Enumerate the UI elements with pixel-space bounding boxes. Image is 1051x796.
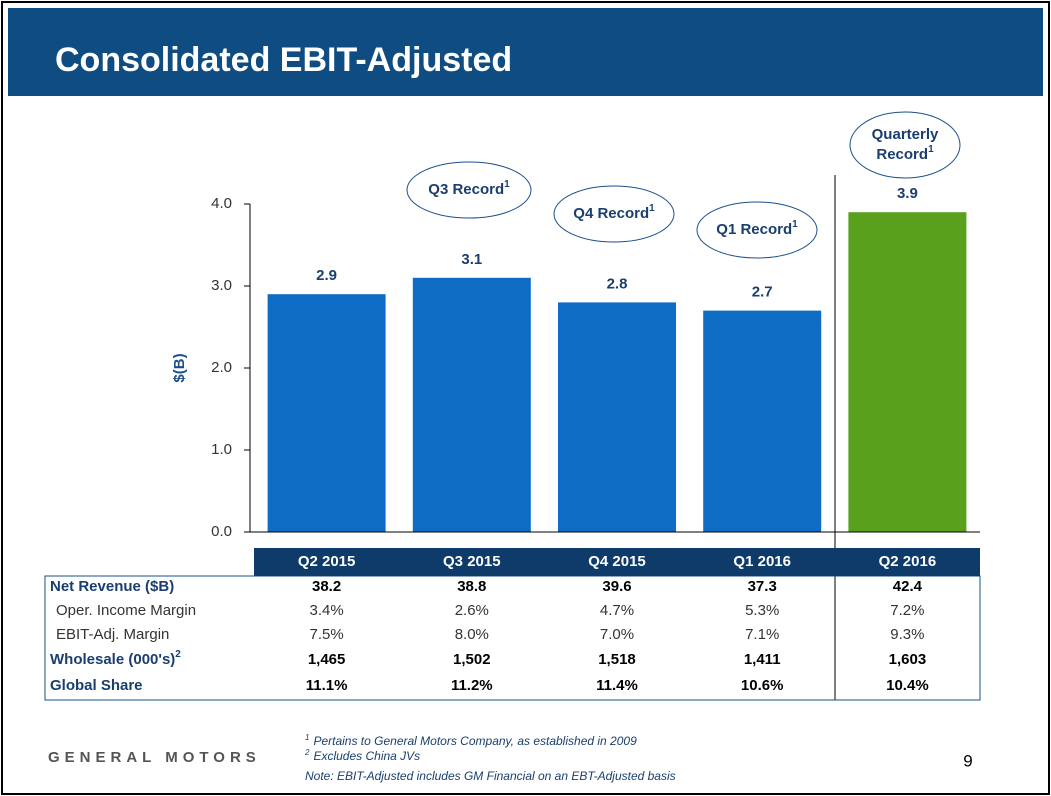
bar bbox=[412, 277, 531, 532]
table-cell: 1,518 bbox=[598, 651, 636, 668]
table-cell: 7.2% bbox=[890, 602, 924, 619]
annotation-note: 1 bbox=[928, 144, 934, 155]
table-cell: 11.2% bbox=[451, 677, 493, 694]
annotation-ellipse bbox=[696, 201, 818, 259]
x-tick-label: Q2 2015 bbox=[298, 553, 356, 570]
annotation: Quarterly bbox=[872, 126, 939, 143]
header-band bbox=[8, 8, 1043, 96]
row-label-text: Wholesale (000's) bbox=[50, 651, 175, 668]
table-cell: 1,465 bbox=[308, 651, 346, 668]
table-cell: 11.1% bbox=[306, 677, 348, 694]
row-label-text: EBIT-Adj. Margin bbox=[56, 626, 169, 643]
y-tick-label: 1.0 bbox=[211, 441, 232, 458]
bar bbox=[267, 294, 386, 532]
annotation-ellipse bbox=[406, 161, 532, 219]
annotation: Q3 Record1 bbox=[428, 179, 510, 198]
footnote-mark: 1 bbox=[305, 733, 309, 742]
row-label: EBIT-Adj. Margin bbox=[56, 626, 169, 643]
bar bbox=[703, 310, 822, 532]
value-label: 2.9 bbox=[316, 267, 337, 284]
annotation-note: 1 bbox=[504, 179, 510, 190]
table-cell: 1,411 bbox=[744, 651, 781, 668]
y-tick-label: 4.0 bbox=[211, 195, 232, 212]
row-label-text: Oper. Income Margin bbox=[56, 602, 196, 619]
annotation-text: Quarterly bbox=[872, 126, 939, 143]
annotation-text: Q4 Record bbox=[573, 205, 649, 222]
annotation-note: 1 bbox=[792, 219, 798, 230]
table-cell: 10.6% bbox=[741, 677, 784, 694]
table-cell: 42.4 bbox=[893, 578, 923, 595]
table-cell: 38.8 bbox=[457, 578, 486, 595]
footnote: 1 Pertains to General Motors Company, as … bbox=[305, 733, 637, 748]
footnote-mark: 2 bbox=[304, 748, 310, 757]
bar bbox=[558, 302, 676, 532]
y-tick-label: 3.0 bbox=[211, 277, 232, 294]
footnote-note: Note: EBIT-Adjusted includes GM Financia… bbox=[305, 769, 676, 783]
y-axis-label: $(B) bbox=[171, 353, 188, 382]
table-cell: 5.3% bbox=[745, 602, 779, 619]
row-label: Global Share bbox=[50, 677, 143, 694]
chart-title: Consolidated EBIT-Adjusted bbox=[55, 41, 512, 79]
table-cell: 7.1% bbox=[745, 626, 779, 643]
value-label: 2.8 bbox=[607, 275, 628, 292]
table-cell: 3.4% bbox=[309, 602, 343, 619]
value-label: 3.9 bbox=[897, 185, 918, 202]
table-cell: 39.6 bbox=[602, 578, 631, 595]
table-cell: 10.4% bbox=[886, 677, 929, 694]
x-tick-label: Q3 2015 bbox=[443, 553, 501, 570]
footnote-text: Excludes China JVs bbox=[313, 749, 420, 763]
table-cell: 8.0% bbox=[455, 626, 489, 643]
row-note: 2 bbox=[175, 649, 181, 660]
row-label: Net Revenue ($B) bbox=[50, 578, 174, 595]
row-label: Wholesale (000's)2 bbox=[50, 649, 181, 668]
table-cell: 11.4% bbox=[596, 677, 638, 694]
row-label-text: Global Share bbox=[50, 677, 143, 694]
row-label-text: Net Revenue ($B) bbox=[50, 578, 174, 595]
value-label: 2.7 bbox=[752, 284, 773, 301]
table-cell: 37.3 bbox=[748, 578, 777, 595]
table-cell: 7.5% bbox=[309, 626, 343, 643]
logo: GENERAL MOTORS bbox=[48, 749, 261, 766]
table-cell: 4.7% bbox=[600, 602, 634, 619]
table-cell: 1,603 bbox=[889, 651, 927, 668]
annotation: Q4 Record1 bbox=[573, 203, 655, 222]
table-cell: 7.0% bbox=[600, 626, 634, 643]
footnote: 2 Excludes China JVs bbox=[304, 748, 420, 763]
x-tick-label: Q1 2016 bbox=[733, 553, 791, 570]
page-number: 9 bbox=[963, 751, 972, 770]
x-tick-label: Q4 2015 bbox=[588, 553, 646, 570]
annotation: Q1 Record1 bbox=[716, 219, 798, 238]
footnote-text: Pertains to General Motors Company, as e… bbox=[313, 734, 637, 748]
y-tick-label: 2.0 bbox=[211, 359, 232, 376]
annotation-note: 1 bbox=[649, 203, 655, 214]
table-cell: 38.2 bbox=[312, 578, 341, 595]
table-cell: 9.3% bbox=[890, 626, 924, 643]
annotation-text: Q3 Record bbox=[428, 181, 504, 198]
table-cell: 2.6% bbox=[455, 602, 489, 619]
annotation-text: Q1 Record bbox=[716, 221, 792, 238]
row-label: Oper. Income Margin bbox=[56, 602, 196, 619]
table-cell: 1,502 bbox=[453, 651, 491, 668]
annotation-ellipse bbox=[849, 111, 961, 179]
table-header bbox=[254, 548, 980, 576]
x-tick-label: Q2 2016 bbox=[879, 553, 937, 570]
bar bbox=[848, 212, 967, 532]
annotation-text: Record bbox=[876, 146, 928, 163]
annotation: Record1 bbox=[876, 144, 934, 163]
value-label: 3.1 bbox=[461, 251, 482, 268]
y-tick-label: 0.0 bbox=[211, 523, 232, 540]
annotation-ellipse bbox=[553, 185, 675, 243]
